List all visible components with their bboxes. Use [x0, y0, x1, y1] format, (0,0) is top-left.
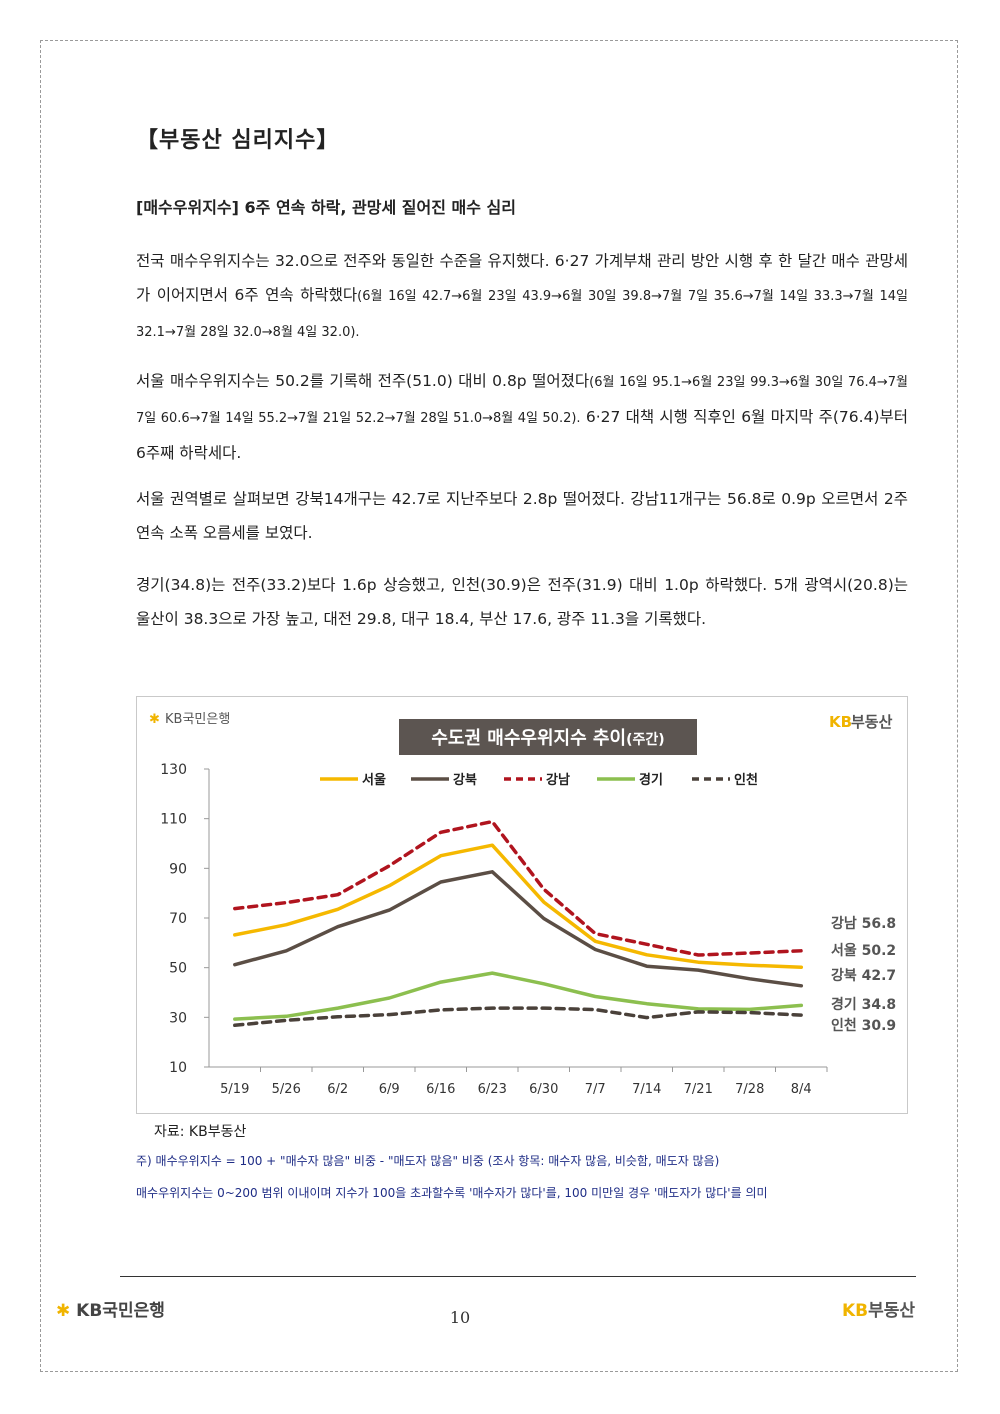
kb-star-icon: ✱	[149, 712, 160, 727]
x-tick-label: 6/9	[379, 1082, 400, 1097]
series-line-서울	[233, 843, 804, 969]
x-tick-label: 7/14	[632, 1082, 661, 1097]
y-tick-label: 90	[169, 861, 187, 877]
page-number: 10	[449, 1308, 471, 1327]
x-tick-label: 6/2	[327, 1082, 348, 1097]
x-tick-label: 6/30	[529, 1082, 558, 1097]
paragraph-regions: 경기(34.8)는 전주(33.2)보다 1.6p 상승했고, 인천(30.9)…	[136, 576, 908, 628]
x-tick-label: 7/21	[684, 1082, 713, 1097]
x-tick-label: 5/26	[272, 1082, 301, 1097]
end-label-강북: 강북 42.7	[831, 967, 896, 984]
chart-logo-left: ✱ KB국민은행	[149, 711, 230, 727]
paragraph-national: 전국 매수우위지수는 32.0으로 전주와 동일한 수준을 유지했다. 6·27…	[136, 244, 908, 350]
chart-legend: 서울 강북 강남 경기 인천	[320, 772, 758, 788]
end-label-서울: 서울 50.2	[831, 942, 896, 959]
footer-logo-right: KB부동산	[842, 1296, 915, 1321]
headline: [매수우위지수] 6주 연속 하락, 관망세 짙어진 매수 심리	[136, 198, 516, 217]
end-label-인천: 인천 30.9	[831, 1017, 896, 1034]
paragraph-national-detail: (6월 16일 42.7→6월 23일 43.9→6월 30일 39.8→7월 …	[136, 289, 908, 340]
line-chart: ✱ KB국민은행 KB 부동산 수도권 매수우위지수 추이(주간) 130 110…	[149, 711, 896, 1097]
y-tick-label: 130	[160, 762, 187, 778]
chart-logo-left-text: KB국민은행	[165, 711, 230, 727]
section-title: 【부동산 심리지수】	[136, 128, 340, 153]
chart-axes: 130 110 90 70 50 30 10 5/19 5/26 6/2 6/9 6/16 6/23 6/…	[160, 762, 828, 1097]
chart-logo-kb: KB	[829, 713, 852, 731]
legend-label-인천: 인천	[734, 772, 758, 788]
chart-title-box	[399, 719, 697, 755]
page-frame	[40, 40, 958, 1372]
legend-label-강북: 강북	[453, 772, 477, 788]
chart-end-labels: 강남 56.8 서울 50.2 강북 42.7 경기 34.8 인천 30.9	[831, 915, 896, 1034]
footer-logo-left: ✱ KB국민은행	[56, 1296, 165, 1321]
footnote-definition: 주) 매수우위지수 = 100 + "매수자 많음" 비중 - "매도자 많음"…	[136, 1154, 720, 1168]
footer-logo-right-text: 부동산	[868, 1301, 916, 1321]
x-tick-label: 7/7	[585, 1082, 606, 1097]
paragraph-national-text: 전국 매수우위지수는 32.0으로 전주와 동일한 수준을 유지했다. 6·27…	[136, 252, 908, 304]
chart-title: 수도권 매수우위지수 추이(주간)	[431, 728, 664, 749]
y-tick-label: 110	[160, 812, 187, 828]
end-label-강남: 강남 56.8	[831, 915, 896, 932]
paragraph-seoul-text: 서울 매수우위지수는 50.2를 기록해 전주(51.0) 대비 0.8p 떨어…	[136, 372, 590, 390]
paragraph-seoul-detail: (6월 16일 95.1→6월 23일 99.3→6월 30일 76.4→7월 …	[136, 375, 908, 426]
kb-star-icon: ✱	[56, 1301, 71, 1321]
paragraph-seoul-tail: 6·27 대책 시행 직후인 6월 마지막 주(76.4)부터 6주째 하락세다…	[136, 408, 909, 462]
footer-logo-left-text: KB국민은행	[76, 1301, 165, 1321]
y-tick-label: 30	[169, 1010, 187, 1026]
x-tick-label: 6/16	[426, 1082, 455, 1097]
paragraph-seoul-regions: 서울 권역별로 살펴보면 강북14개구는 42.7로 지난주보다 2.8p 떨어…	[136, 490, 908, 542]
series-line-경기	[233, 971, 804, 1021]
footer-divider	[120, 1276, 916, 1277]
end-label-경기: 경기 34.8	[831, 996, 896, 1013]
legend-label-강남: 강남	[546, 772, 570, 788]
chart-container: ✱ KB국민은행 KB 부동산 수도권 매수우위지수 추이(주간) 130 110…	[136, 696, 908, 1114]
source-note: 자료: KB부동산	[154, 1124, 247, 1140]
y-tick-label: 70	[169, 911, 187, 927]
legend-label-서울: 서울	[362, 772, 386, 788]
series-line-인천	[233, 1006, 804, 1028]
footer-logo-kb: KB	[842, 1301, 869, 1321]
chart-logo-right: KB 부동산	[829, 713, 893, 731]
series-line-강북	[233, 870, 804, 988]
chart-series	[233, 819, 804, 1028]
x-tick-label: 7/28	[735, 1082, 764, 1097]
footnote-range: 매수우위지수는 0~200 범위 이내이며 지수가 100을 초과할수록 '매수…	[136, 1186, 768, 1200]
y-tick-label: 10	[169, 1060, 187, 1076]
y-tick-label: 50	[169, 961, 187, 977]
chart-logo-text: 부동산	[851, 713, 893, 731]
x-tick-label: 6/23	[478, 1082, 507, 1097]
x-tick-label: 5/19	[220, 1082, 249, 1097]
legend-label-경기: 경기	[639, 772, 663, 788]
x-tick-label: 8/4	[791, 1082, 812, 1097]
paragraph-seoul: 서울 매수우위지수는 50.2를 기록해 전주(51.0) 대비 0.8p 떨어…	[136, 364, 908, 470]
